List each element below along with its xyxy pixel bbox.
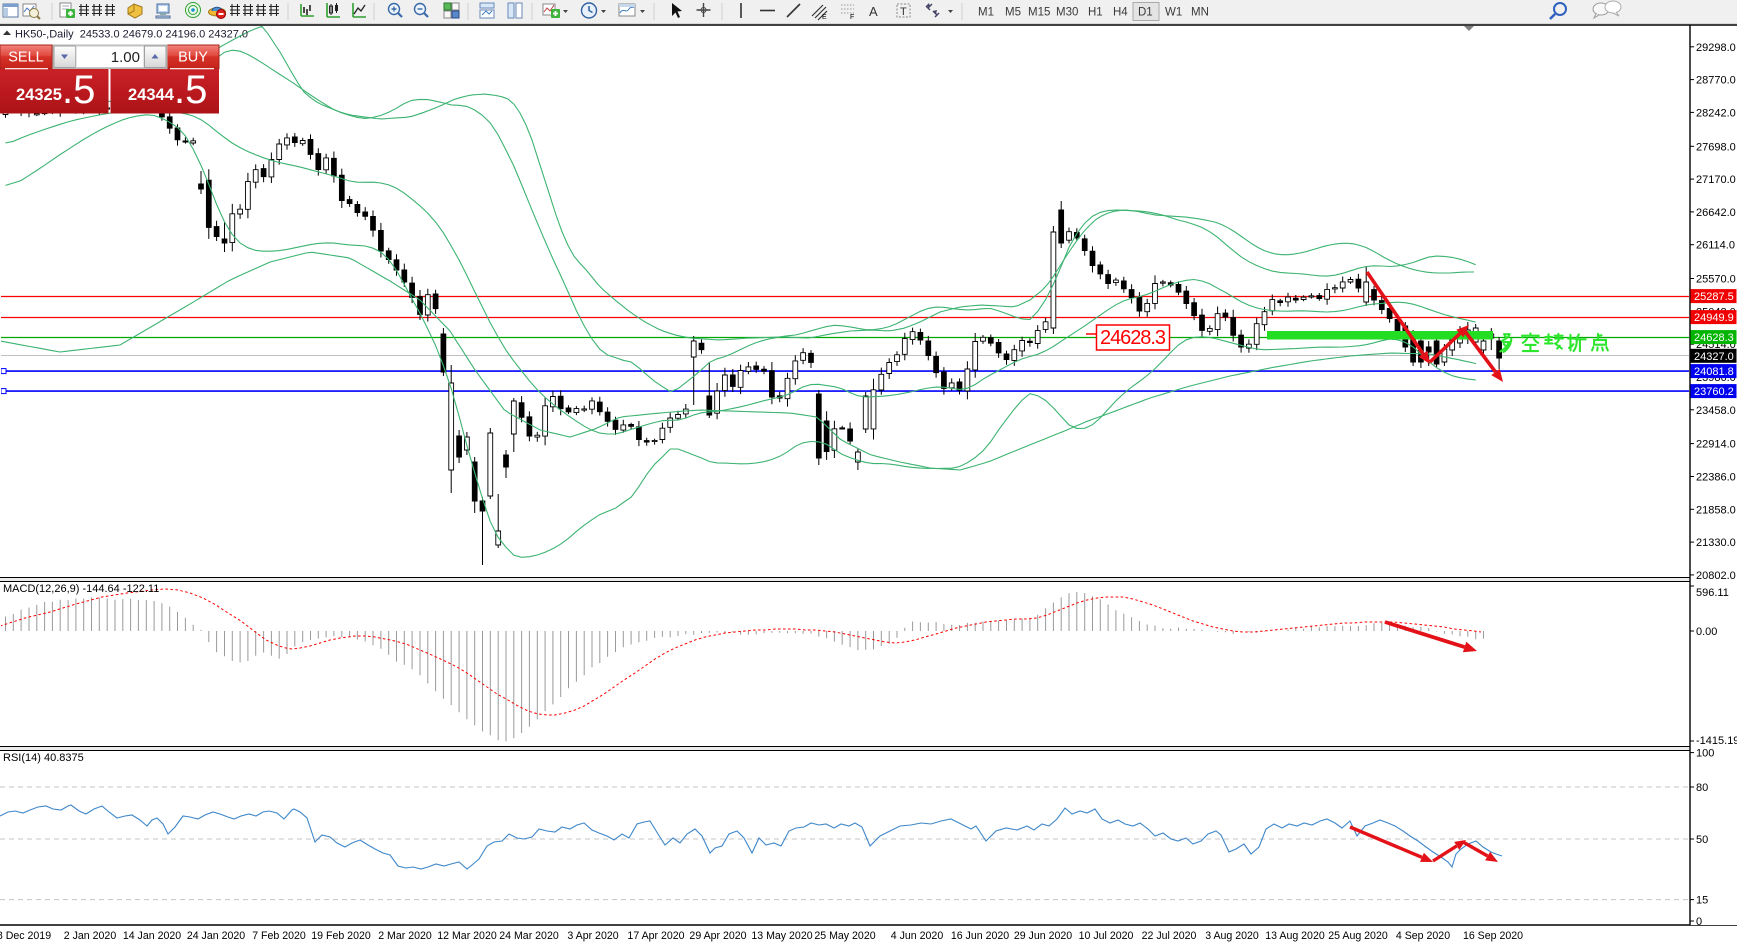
svg-text:W1: W1 (1165, 7, 1182, 19)
svg-text:25287.5: 25287.5 (1694, 291, 1734, 303)
svg-text:25 May 2020: 25 May 2020 (814, 930, 875, 942)
svg-text:3 Apr 2020: 3 Apr 2020 (567, 930, 618, 942)
svg-text:A: A (869, 4, 878, 19)
svg-text:24344: 24344 (128, 86, 175, 104)
svg-text:.5: .5 (174, 68, 207, 112)
svg-text:T: T (900, 6, 907, 18)
svg-text:27698.0: 27698.0 (1696, 141, 1736, 153)
svg-text:20802.0: 20802.0 (1696, 570, 1736, 582)
svg-text:14 Jan 2020: 14 Jan 2020 (123, 930, 181, 942)
svg-text:BUY: BUY (178, 50, 208, 66)
svg-text:24 Jan 2020: 24 Jan 2020 (187, 930, 245, 942)
svg-text:24081.8: 24081.8 (1694, 366, 1734, 378)
svg-text:H4: H4 (1113, 7, 1128, 19)
svg-text:E: E (822, 14, 827, 21)
svg-text:8 Dec 2019: 8 Dec 2019 (0, 930, 51, 942)
svg-text:HK50-,Daily 24533.0 24679.0 2: HK50-,Daily 24533.0 24679.0 24196.0 2432… (15, 29, 248, 41)
svg-text:1.00: 1.00 (111, 49, 140, 66)
svg-text:23458.0: 23458.0 (1696, 405, 1736, 417)
svg-text:22 Jul 2020: 22 Jul 2020 (1142, 930, 1197, 942)
svg-text:RSI(14) 40.8375: RSI(14) 40.8375 (3, 752, 84, 764)
svg-text:H1: H1 (1088, 7, 1103, 19)
svg-text:24 Mar 2020: 24 Mar 2020 (499, 930, 559, 942)
svg-text:12 Mar 2020: 12 Mar 2020 (437, 930, 497, 942)
svg-text:M1: M1 (978, 7, 994, 19)
svg-text:SELL: SELL (8, 50, 43, 66)
svg-text:0: 0 (1696, 916, 1702, 928)
svg-text:26642.0: 26642.0 (1696, 207, 1736, 219)
svg-text:27170.0: 27170.0 (1696, 174, 1736, 186)
svg-text:7 Feb 2020: 7 Feb 2020 (252, 930, 306, 942)
svg-text:13 Aug 2020: 13 Aug 2020 (1265, 930, 1325, 942)
svg-text:100: 100 (1696, 748, 1714, 760)
svg-text:M30: M30 (1056, 7, 1078, 19)
svg-text:23760.2: 23760.2 (1694, 386, 1734, 398)
svg-text:M5: M5 (1005, 7, 1021, 19)
svg-text:16 Jun 2020: 16 Jun 2020 (951, 930, 1009, 942)
svg-text:D1: D1 (1138, 7, 1153, 19)
svg-text:24325: 24325 (16, 86, 62, 104)
svg-text:15: 15 (1696, 895, 1708, 907)
svg-text:2 Jan 2020: 2 Jan 2020 (64, 930, 117, 942)
svg-text:19 Feb 2020: 19 Feb 2020 (311, 930, 371, 942)
svg-text:4 Sep 2020: 4 Sep 2020 (1396, 930, 1450, 942)
svg-text:MN: MN (1191, 7, 1209, 19)
svg-text:22386.0: 22386.0 (1696, 472, 1736, 484)
svg-text:M15: M15 (1028, 7, 1050, 19)
svg-text:F: F (850, 14, 854, 21)
svg-text:21330.0: 21330.0 (1696, 537, 1736, 549)
svg-text:13 May 2020: 13 May 2020 (751, 930, 812, 942)
svg-text:10 Jul 2020: 10 Jul 2020 (1079, 930, 1134, 942)
svg-text:29 Jun 2020: 29 Jun 2020 (1014, 930, 1072, 942)
svg-text:50: 50 (1696, 834, 1708, 846)
svg-text:3 Aug 2020: 3 Aug 2020 (1205, 930, 1259, 942)
svg-text:25 Aug 2020: 25 Aug 2020 (1328, 930, 1388, 942)
svg-text:2 Mar 2020: 2 Mar 2020 (378, 930, 432, 942)
svg-text:28242.0: 28242.0 (1696, 107, 1736, 119)
svg-text:16 Sep 2020: 16 Sep 2020 (1463, 930, 1523, 942)
svg-text:MACD(12,26,9) -144.64 -122.11: MACD(12,26,9) -144.64 -122.11 (3, 583, 159, 595)
svg-text:28770.0: 28770.0 (1696, 75, 1736, 87)
svg-text:29 Apr 2020: 29 Apr 2020 (689, 930, 746, 942)
svg-text:29298.0: 29298.0 (1696, 42, 1736, 54)
svg-text:.5: .5 (62, 68, 95, 112)
svg-text:25570.0: 25570.0 (1696, 274, 1736, 286)
svg-text:80: 80 (1696, 782, 1708, 794)
svg-text:24628.3: 24628.3 (1694, 332, 1734, 344)
svg-text:0.00: 0.00 (1696, 626, 1717, 638)
svg-text:596.11: 596.11 (1696, 587, 1729, 599)
svg-text:21858.0: 21858.0 (1696, 504, 1736, 516)
svg-text:24949.9: 24949.9 (1694, 312, 1734, 324)
svg-text:26114.0: 26114.0 (1696, 240, 1735, 252)
svg-text:22914.0: 22914.0 (1696, 439, 1736, 451)
svg-text:17 Apr 2020: 17 Apr 2020 (627, 930, 684, 942)
svg-text:4 Jun 2020: 4 Jun 2020 (891, 930, 944, 942)
svg-text:24327.0: 24327.0 (1694, 351, 1734, 363)
svg-text:24628.3: 24628.3 (1100, 327, 1166, 349)
svg-text:-1415.19: -1415.19 (1696, 735, 1737, 747)
